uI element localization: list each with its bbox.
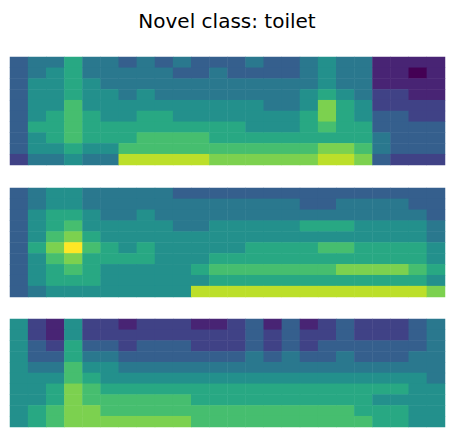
- svg-text:Novel class: toilet: Novel class: toilet: [138, 9, 315, 33]
